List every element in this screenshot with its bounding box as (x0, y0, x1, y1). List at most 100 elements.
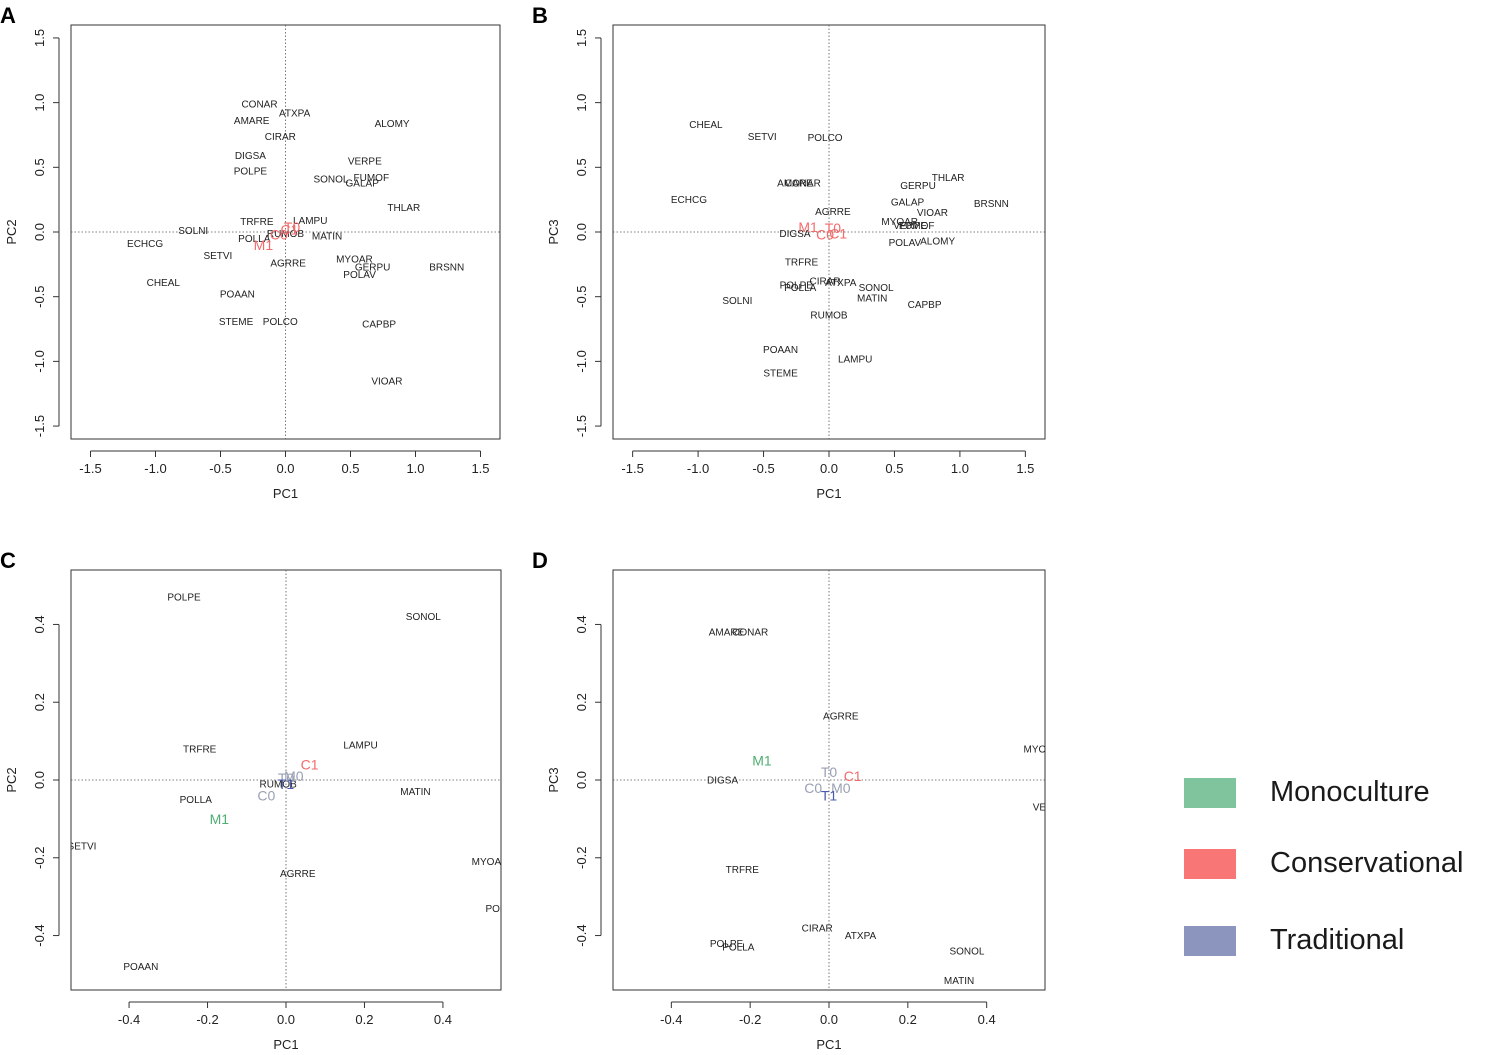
species-label: SONOL (313, 174, 348, 185)
species-label: POLPE (710, 939, 744, 950)
species-label: AGRRE (280, 869, 316, 880)
x-tick-label: 0.4 (978, 1012, 996, 1027)
x-tick-label: 0.2 (899, 1012, 917, 1027)
species-label: RUMOB (260, 779, 298, 790)
x-tick-label: 0.5 (885, 461, 903, 476)
species-label: CONAR (732, 628, 768, 639)
species-label: CAPBP (362, 319, 396, 330)
group-label: T1 (278, 776, 295, 792)
species-label: CHEAL (147, 278, 181, 289)
species-label: AMARE (709, 628, 745, 639)
group-label: C0 (816, 227, 834, 243)
species-label: POLCO (808, 133, 843, 144)
species-label: AGRRE (823, 711, 859, 722)
y-tick-label: 1.0 (574, 94, 589, 112)
y-tick-label: -0.2 (32, 847, 47, 869)
species-label: ECHCG (671, 195, 707, 206)
species-label: BRSNN (429, 262, 464, 273)
x-tick-label: -1.0 (687, 461, 709, 476)
species-label: MYOAR (881, 217, 918, 228)
species-label: MYOAR (472, 857, 509, 868)
y-tick-label: 0.4 (32, 615, 47, 633)
species-label: POLPE (167, 593, 201, 604)
species-label: VIOAR (917, 208, 948, 219)
species-label: SONOL (859, 283, 894, 294)
species-label: POLAV (485, 904, 518, 915)
group-label: C0 (270, 227, 288, 243)
group-label: C1 (301, 756, 319, 772)
group-label: M1 (210, 811, 230, 827)
species-label: SOLNI (178, 226, 208, 237)
species-label: MYOAR (1024, 744, 1061, 755)
group-label: M1 (254, 237, 274, 253)
y-tick-label: 0.0 (32, 771, 47, 789)
species-label: GERPU (900, 181, 936, 192)
y-axis-title: PC2 (4, 767, 19, 792)
x-tick-label: -1.0 (144, 461, 166, 476)
y-tick-label: 0.0 (574, 223, 589, 241)
species-label: RUMOB (267, 229, 305, 240)
species-label: POLCO (263, 317, 298, 328)
group-label: C1 (829, 225, 847, 241)
panel-label: A (0, 3, 16, 28)
y-axis-title: PC3 (546, 219, 561, 244)
species-label: MYOAR (336, 255, 373, 266)
species-label: GALAP (346, 178, 380, 189)
plot-area: POLPE SONOL LAMPU TRFRE RUMOB MATIN POLLA SETVI… (68, 593, 518, 973)
x-tick-label: -0.5 (209, 461, 231, 476)
legend-label-traditional: Traditional (1270, 924, 1405, 956)
species-label: SETVI (68, 842, 97, 853)
group-label: M1 (752, 753, 772, 769)
y-tick-label: 1.5 (32, 29, 47, 47)
y-tick-label: 0.0 (574, 771, 589, 789)
species-label: POLPE (780, 281, 814, 292)
panel-label: D (532, 548, 548, 573)
species-label: CONAR (785, 178, 821, 189)
x-tick-label: -0.5 (752, 461, 774, 476)
y-tick-label: -1.5 (574, 415, 589, 437)
legend: Monoculture Conservational Traditional (1184, 770, 1486, 990)
x-tick-label: 0.5 (341, 461, 359, 476)
group-label: C1 (844, 768, 862, 784)
group-label: M1 (798, 219, 818, 235)
species-label: TRFRE (240, 217, 274, 228)
x-tick-label: 1.5 (471, 461, 489, 476)
x-tick-label: 0.2 (355, 1012, 373, 1027)
species-label: VERPE (1033, 803, 1067, 814)
x-tick-label: 0.0 (277, 1012, 295, 1027)
species-label: FUMOF (354, 173, 390, 184)
species-label: VIOAR (371, 376, 402, 387)
species-label: POLLA (722, 943, 755, 954)
species-label: CIRAR (810, 277, 841, 288)
y-tick-label: -0.2 (574, 847, 589, 869)
x-tick-label: 1.0 (951, 461, 969, 476)
species-label: THLAR (387, 203, 420, 214)
legend-swatch-traditional (1184, 926, 1236, 956)
x-tick-label: -0.2 (739, 1012, 761, 1027)
x-tick-label: -0.2 (196, 1012, 218, 1027)
y-tick-label: -1.0 (32, 350, 47, 372)
y-axis-title: PC3 (546, 767, 561, 792)
species-label: STEME (763, 369, 798, 380)
species-label: CIRAR (265, 132, 296, 143)
species-label: SETVI (203, 251, 232, 262)
group-label: T0 (821, 764, 838, 780)
legend-label-conservational: Conservational (1270, 847, 1464, 879)
species-label: AMARE (777, 178, 813, 189)
species-label: MATIN (400, 787, 430, 798)
species-label: ATXPA (825, 278, 857, 289)
species-label: STEME (219, 317, 254, 328)
group-label: C0 (257, 788, 275, 804)
species-label: AGRRE (815, 207, 851, 218)
species-label: TRFRE (726, 865, 760, 876)
x-tick-label: 1.0 (406, 461, 424, 476)
species-label: BRSNN (974, 199, 1009, 210)
y-tick-label: 0.0 (32, 223, 47, 241)
species-label: ECHCG (127, 239, 163, 250)
x-tick-label: -1.5 (621, 461, 643, 476)
species-label: VERPE (893, 221, 927, 232)
y-tick-label: 0.4 (574, 615, 589, 633)
